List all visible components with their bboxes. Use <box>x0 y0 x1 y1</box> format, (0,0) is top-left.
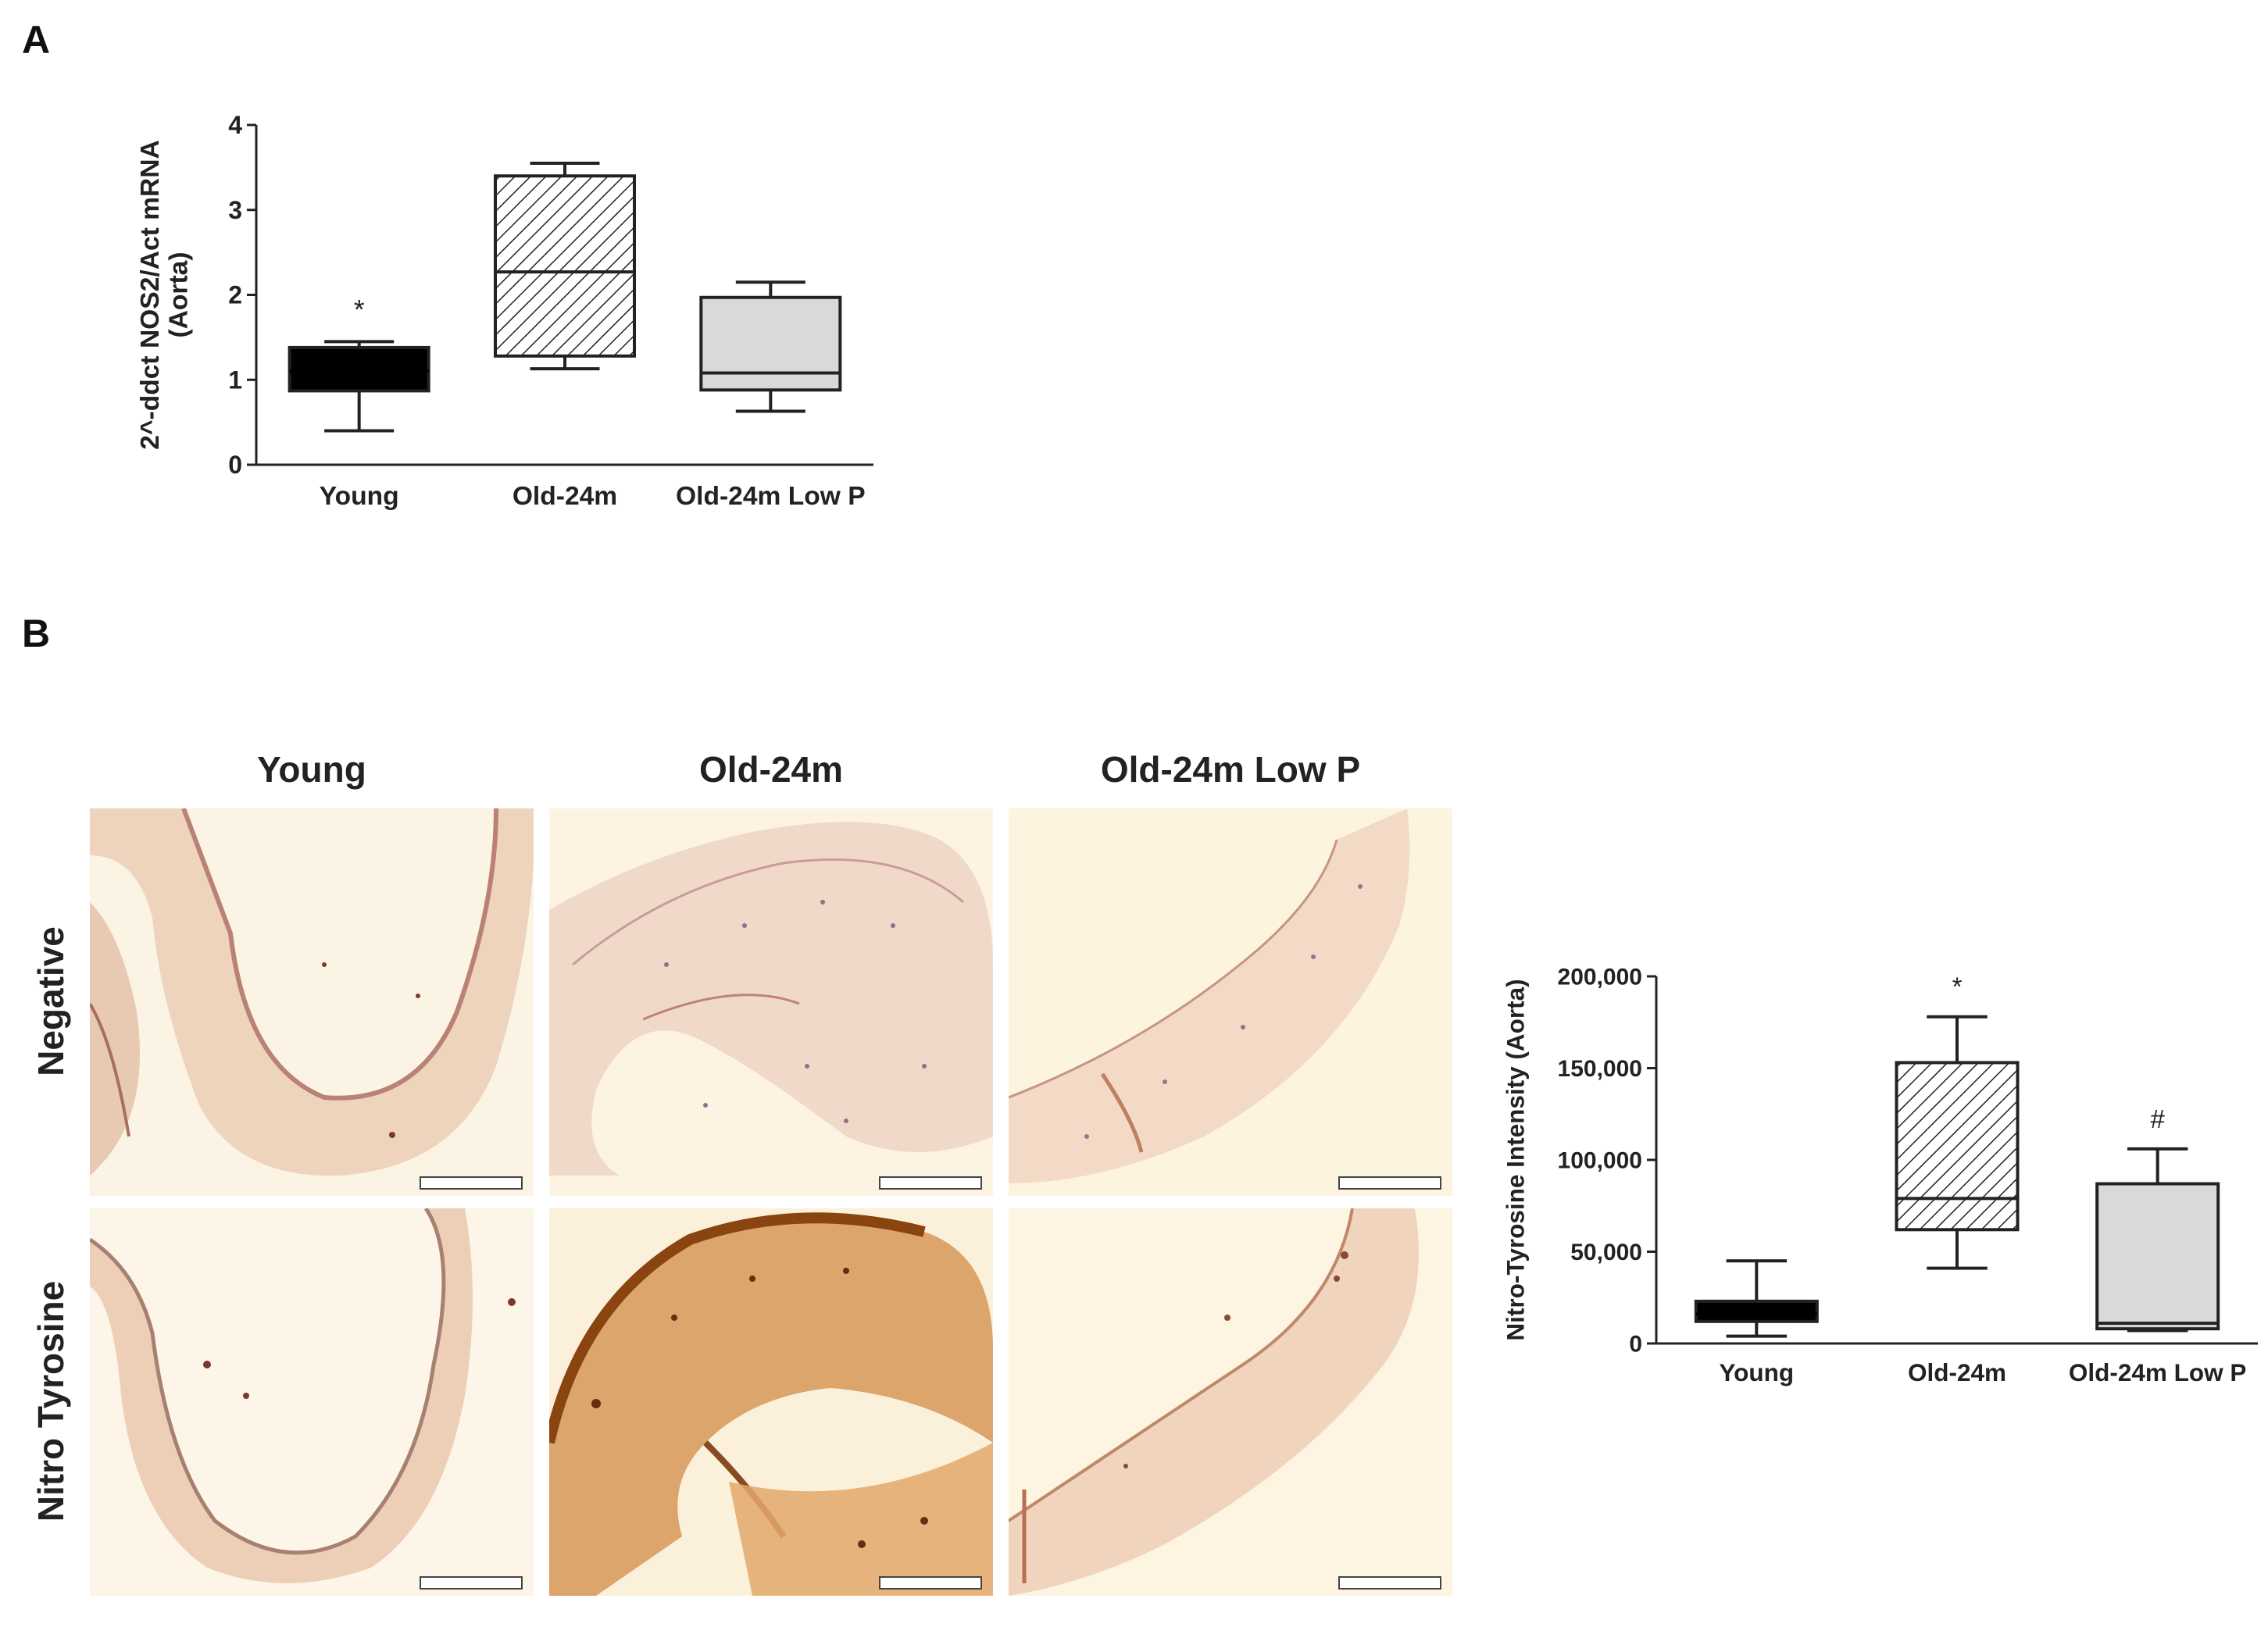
svg-text:Nitro-Tyrosine Intensity (Aort: Nitro-Tyrosine Intensity (Aorta) <box>1502 979 1530 1340</box>
x-tick-label: Young <box>1720 1358 1795 1386</box>
column-header-old-24m-low-p: Old-24m Low P <box>1100 749 1361 790</box>
micrograph-old-24m-nitro-tyrosine <box>549 1208 993 1596</box>
micrograph-old-24m-negative <box>549 808 993 1196</box>
column-header-old-24m: Old-24m <box>698 749 844 790</box>
box <box>1694 1299 1819 1323</box>
x-tick-label: Old-24m Low P <box>676 482 866 511</box>
y-tick-label: 3 <box>228 196 242 224</box>
significance-marker: # <box>2150 1104 2165 1133</box>
y-axis-label: 2^-ddct NOS2/Act mRNA (Aorta) <box>136 140 194 449</box>
box <box>699 295 842 392</box>
significance-marker: * <box>354 295 365 326</box>
row-header-negative: Negative <box>30 926 71 1076</box>
y-tick-label: 2 <box>228 281 242 309</box>
box <box>2095 1182 2220 1331</box>
scale-bar <box>420 1576 523 1590</box>
significance-marker: * <box>1952 972 1963 1001</box>
scale-bar <box>879 1176 982 1190</box>
svg-text:2^-ddct NOS2/Act mRNA: 2^-ddct NOS2/Act mRNA <box>136 140 165 449</box>
micrograph-old-24m-low-p-nitro-tyrosine <box>1009 1208 1452 1596</box>
y-tick-label: 0 <box>228 451 242 479</box>
scale-bar <box>1338 1176 1441 1190</box>
y-tick-label: 50,000 <box>1570 1240 1642 1265</box>
column-header-young: Young <box>257 749 366 790</box>
y-tick-label: 4 <box>228 111 242 139</box>
box <box>494 174 636 358</box>
micrograph-young-negative <box>90 808 534 1196</box>
scale-bar <box>420 1176 523 1190</box>
chart-a-nos2-mrna: 0 1 2 3 4 2^-ddct NOS2/Act mRNA (Aorta) Young * O… <box>136 111 873 511</box>
micrograph-old-24m-low-p-negative <box>1009 808 1452 1196</box>
y-tick-label: 200,000 <box>1558 965 1642 990</box>
panel-label-a: A <box>22 18 51 62</box>
x-tick-label: Old-24m <box>513 482 617 511</box>
y-tick-label: 100,000 <box>1558 1148 1642 1174</box>
panel-label-b: B <box>22 612 51 655</box>
box <box>1895 1061 2020 1232</box>
scale-bar <box>879 1576 982 1590</box>
row-header-nitro-tyrosine: Nitro Tyrosine <box>30 1280 71 1522</box>
y-tick-label: 1 <box>228 366 242 394</box>
y-axis-label: Nitro-Tyrosine Intensity (Aorta) <box>1502 979 1530 1340</box>
x-tick-label: Old-24m Low P <box>2069 1358 2247 1386</box>
scale-bar <box>1338 1576 1441 1590</box>
chart-b-nitro-tyrosine: 0 50,000 100,000 150,000 200,000 Nitro-Tyrosi… <box>1502 965 2258 1386</box>
x-tick-label: Old-24m <box>1908 1358 2006 1386</box>
svg-text:(Aorta): (Aorta) <box>165 252 194 337</box>
box <box>288 345 430 393</box>
micrograph-young-nitro-tyrosine <box>90 1208 534 1596</box>
y-tick-label: 0 <box>1629 1332 1642 1358</box>
x-tick-label: Young <box>320 482 399 511</box>
y-tick-label: 150,000 <box>1558 1056 1642 1082</box>
